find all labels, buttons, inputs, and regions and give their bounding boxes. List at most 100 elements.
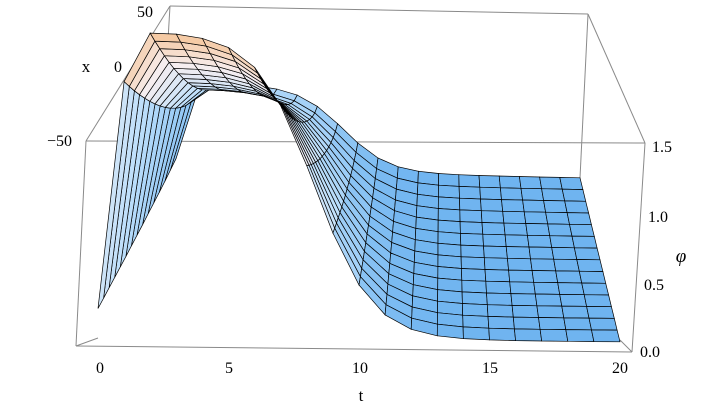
surface-patch [566,212,592,226]
surface-patch [518,176,543,190]
surface-patch [484,269,511,283]
surface-patch [530,258,557,272]
surface-patch [486,292,513,306]
t-tick-label: 10 [352,360,368,377]
surface-patch [480,198,504,212]
surface-patch [531,270,559,283]
surface-patch [588,317,618,331]
surface-patch [501,199,525,213]
surface-patch [514,328,543,342]
surface-patch [538,317,567,330]
surface-patch [539,176,563,190]
x-tick-label: 0 [114,59,122,76]
surface-patch [557,282,585,296]
phi-tick-label: 1.5 [652,139,672,156]
axis-ticks: 0 5 10 15 20 50 0 −50 1.5 1.0 0.5 0.0 [47,4,672,377]
box-edge [75,345,633,353]
x-axis-label: x [82,57,91,76]
surface-patch [543,200,568,213]
surface-patch [578,270,607,284]
surface-patch [437,208,461,222]
surface-patch [498,175,522,189]
surface-patch [522,199,547,213]
x-tick-label: −50 [47,133,72,150]
box-edge [619,339,633,353]
surface-patch [480,210,505,224]
surface-patch [437,231,462,246]
t-tick-label: 20 [612,360,628,377]
surface-patch [547,223,573,237]
surface-patch [438,184,460,199]
x-tick-label: 50 [137,4,153,21]
surface-patch [520,187,545,201]
box-edge [75,337,99,347]
surface-patch [486,304,514,318]
surface-patch [461,291,488,306]
surface-patch [559,177,584,190]
surface-patch [459,197,482,212]
surface-patch [510,293,538,307]
surface-patch [483,257,509,271]
surface-patch [460,244,485,259]
surface-patch [461,279,487,294]
surface-patch [437,219,461,234]
surface-patch [512,316,541,330]
surface-patch [460,233,484,247]
surface-patch [488,327,516,341]
surface-patch [525,223,551,237]
surface-patch [459,221,484,235]
box-edge [587,13,646,144]
surface-patch [478,175,501,189]
surface-patch [564,200,590,214]
box-edge [169,5,589,15]
surface-patch [569,223,595,237]
surface-patch [500,187,524,201]
surface-patch [437,242,462,258]
surface-patch [511,305,539,318]
box-edge [579,13,589,179]
surface-patch [436,323,464,339]
surface-patch [438,173,460,187]
surface-patch [565,329,595,342]
surface-patch [561,305,590,319]
box-edge [85,5,171,142]
surface-patch [559,294,588,307]
surface-patch [508,269,535,283]
surface-patch [487,316,515,330]
surface-patch [571,235,598,249]
surface-patch [482,233,507,247]
surface-patch [555,270,583,284]
surface-patch [481,222,506,236]
phi-tick-label: 0.0 [640,344,660,361]
surface-patch [541,188,566,202]
surface-patch [586,306,615,319]
phi-tick-label: 0.5 [644,277,664,294]
surface-patch [502,210,527,224]
phi-axis-label: φ [676,246,687,267]
surface-patch [437,196,461,211]
surface-patch [549,235,575,249]
surface-patch [149,32,182,43]
surface-patch [528,246,555,260]
surface-patch [504,234,530,248]
surface-patch [462,303,489,317]
phi-tick-label: 1.0 [648,209,668,226]
surface-patch [576,259,604,272]
surface-patch [553,258,580,272]
surface-patch [458,174,481,188]
surface-patch [458,186,481,200]
surface-patch [462,314,490,329]
t-tick-label: 0 [96,360,104,377]
surface-patch [505,246,531,260]
box-edge [75,140,87,347]
surface-patch [534,293,563,307]
surface-patch [509,281,536,295]
surface-patch [507,257,533,271]
surface-patch [533,281,561,295]
t-tick-label: 5 [225,360,233,377]
surface-patch [523,211,549,225]
box-edge [631,142,646,353]
surface-patch [536,305,565,319]
surface-patch [483,245,508,259]
